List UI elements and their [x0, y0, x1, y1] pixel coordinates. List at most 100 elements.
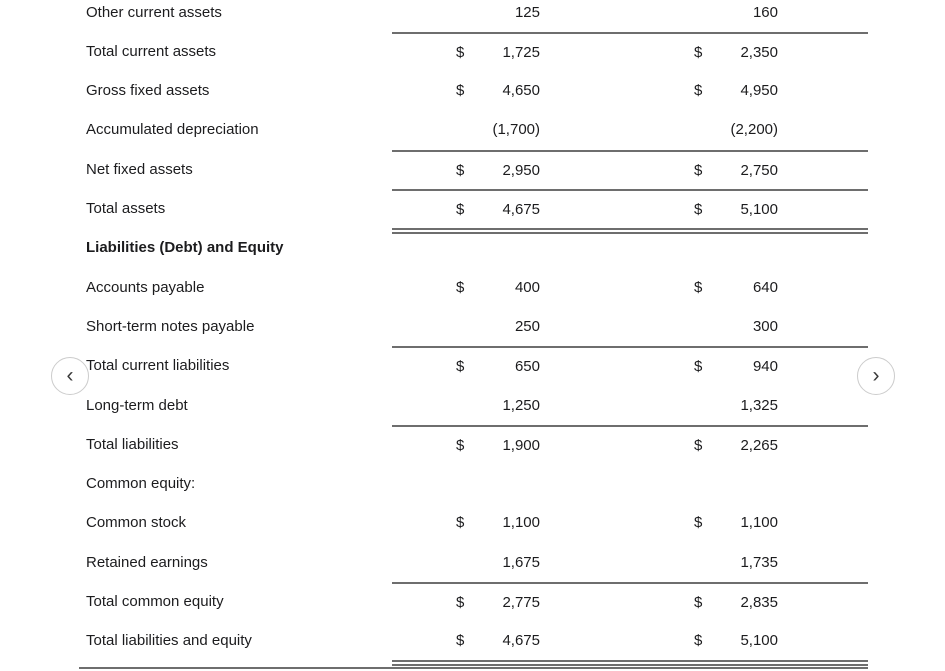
table-rows: Other current assets 125 160 Total curre…	[79, 0, 868, 660]
table-row: Retained earnings 1,675 1,735	[79, 543, 868, 582]
amount-cell-col2: $ 940	[630, 346, 868, 385]
chevron-left-icon: ‹	[66, 363, 74, 387]
total-double-rule	[392, 660, 868, 667]
currency-symbol-col2: $	[694, 201, 703, 219]
currency-symbol-col2: $	[694, 594, 703, 611]
amount-cell-col2: $ 2,750	[630, 149, 868, 189]
amount-cell-col2: $ 1,100	[630, 503, 868, 542]
carousel-next-button[interactable]: ›	[857, 357, 895, 395]
table-row: Long-term debt 1,250 1,325	[79, 385, 868, 424]
currency-symbol-col1: $	[456, 201, 465, 219]
currency-symbol-col1: $	[456, 278, 465, 296]
amount-cell-col2: $ 640	[630, 267, 868, 306]
row-label: Total common equity	[86, 593, 224, 610]
amount-col1: 250	[514, 317, 540, 335]
table-row: Total liabilities and equity $ 4,675 $ 5…	[79, 621, 868, 660]
amount-col1: 1,725	[502, 43, 540, 61]
amount-cell-col1: $ 4,675	[392, 621, 630, 660]
amount-cell-col2: 1,325	[630, 385, 868, 424]
row-label: Accounts payable	[86, 278, 205, 296]
amount-cell-col2: 160	[630, 0, 868, 32]
amount-cell-col2	[630, 228, 868, 267]
amount-cell-col2: $ 2,350	[630, 31, 868, 71]
currency-symbol-col1: $	[456, 82, 465, 100]
amount-col2: 2,835	[740, 594, 778, 611]
amount-cell-col1: $ 4,675	[392, 188, 630, 228]
amount-col2: 2,350	[740, 43, 778, 61]
amount-cell-col2: $ 5,100	[630, 621, 868, 660]
currency-symbol-col1: $	[456, 514, 465, 532]
row-label: Retained earnings	[86, 553, 208, 571]
amount-cell-col1	[392, 464, 630, 503]
amount-cell-col2: $ 5,100	[630, 188, 868, 228]
table-row: Short-term notes payable 250 300	[79, 307, 868, 346]
amount-col2: 940	[752, 358, 778, 376]
amount-cell-col1: 250	[392, 307, 630, 346]
amount-col1: 1,900	[502, 436, 540, 454]
table-row: Total common equity $ 2,775 $ 2,835	[79, 581, 868, 621]
amount-cell-col2: 1,735	[630, 543, 868, 582]
amount-cell-col2: $ 2,265	[630, 424, 868, 464]
row-label: Common stock	[86, 514, 187, 532]
amount-cell-col1: $ 1,900	[392, 424, 630, 464]
currency-symbol-col1: $	[456, 358, 465, 376]
amount-col2: 1,325	[740, 396, 778, 414]
amount-cell-col1: $ 1,725	[392, 31, 630, 71]
table-row: Other current assets 125 160	[79, 0, 868, 32]
currency-symbol-col1: $	[456, 43, 465, 61]
table-row: Net fixed assets $ 2,950 $ 2,750	[79, 149, 868, 189]
amount-col1: 400	[514, 278, 540, 296]
table-row: Common equity:	[79, 464, 868, 503]
chevron-right-icon: ›	[872, 363, 880, 387]
amount-cell-col1: $ 400	[392, 267, 630, 306]
amount-cell-col2: (2,200)	[630, 110, 868, 149]
table-row: Accumulated depreciation (1,700) (2,200)	[79, 110, 868, 149]
row-label: Short-term notes payable	[86, 317, 255, 335]
amount-col1: 1,100	[502, 514, 540, 532]
currency-symbol-col2: $	[694, 82, 703, 100]
row-label: Total current liabilities	[86, 357, 230, 375]
amount-col2: 640	[752, 278, 778, 296]
currency-symbol-col2: $	[694, 514, 703, 532]
amount-col1: 650	[514, 358, 540, 376]
table-row: Common stock $ 1,100 $ 1,100	[79, 503, 868, 542]
amount-cell-col1: $ 650	[392, 346, 630, 385]
amount-col1: 1,250	[502, 396, 540, 414]
table-row: Total liabilities $ 1,900 $ 2,265	[79, 424, 868, 464]
row-label: Liabilities (Debt) and Equity	[86, 239, 284, 257]
amount-col1: 2,950	[502, 161, 540, 179]
amount-cell-col1: 1,250	[392, 385, 630, 424]
amount-cell-col1: 1,675	[392, 543, 630, 582]
table-row: Accounts payable $ 400 $ 640	[79, 267, 868, 306]
amount-col2: 4,950	[740, 82, 778, 100]
amount-col1: 2,775	[502, 594, 540, 611]
row-label: Net fixed assets	[86, 160, 193, 178]
table-row: Gross fixed assets $ 4,650 $ 4,950	[79, 71, 868, 110]
carousel-prev-button[interactable]: ‹	[51, 357, 89, 395]
amount-col1: 4,650	[502, 82, 540, 100]
amount-col2: 1,100	[740, 514, 778, 532]
amount-col1: 1,675	[502, 553, 540, 571]
amount-col2: 5,100	[740, 632, 778, 650]
amount-col1: 4,675	[502, 632, 540, 650]
currency-symbol-col1: $	[456, 594, 465, 611]
currency-symbol-col2: $	[694, 278, 703, 296]
amount-col2: 160	[752, 3, 778, 21]
table-row: Total assets $ 4,675 $ 5,100	[79, 188, 868, 228]
amount-cell-col1	[392, 228, 630, 267]
table-row: Liabilities (Debt) and Equity	[79, 228, 868, 267]
currency-symbol-col2: $	[694, 358, 703, 376]
amount-cell-col2	[630, 464, 868, 503]
currency-symbol-col1: $	[456, 632, 465, 650]
amount-col2: 2,750	[740, 161, 778, 179]
amount-col1: 125	[514, 3, 540, 21]
amount-col2: 2,265	[740, 436, 778, 454]
row-label: Total liabilities	[86, 435, 179, 453]
row-label: Long-term debt	[86, 396, 188, 414]
amount-col2: 300	[752, 317, 778, 335]
amount-col1: (1,700)	[492, 121, 540, 139]
row-label: Common equity:	[86, 475, 196, 493]
row-label: Total liabilities and equity	[86, 632, 252, 650]
amount-col2: 1,735	[740, 553, 778, 571]
